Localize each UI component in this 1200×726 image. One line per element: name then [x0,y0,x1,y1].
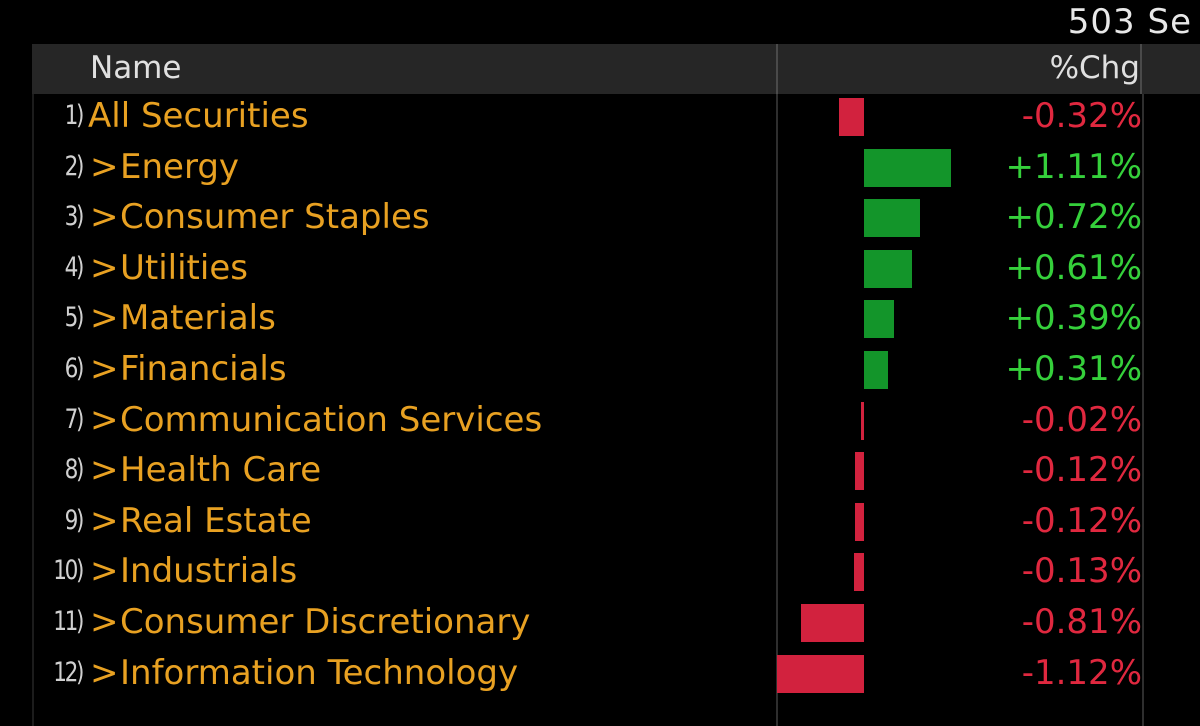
change-value: +0.31% [1005,349,1143,389]
sector-name: Health Care [120,450,322,491]
change-bar [864,148,951,187]
chevron-right-icon[interactable]: > [90,602,119,642]
change-value: -0.02% [1021,399,1142,440]
row-label[interactable]: >Industrials [90,551,297,591]
table-row[interactable]: 9) >Real Estate -0.12% [32,499,1142,549]
change-bar [864,199,921,238]
chevron-right-icon[interactable]: > [90,349,119,389]
change-bar [861,401,864,440]
change-value: +0.39% [1005,298,1143,339]
sector-name: Communication Services [120,399,543,440]
chevron-right-icon[interactable]: > [90,146,119,187]
chevron-right-icon[interactable]: > [90,298,119,339]
row-number: 11) [53,606,84,637]
row-label[interactable]: >Health Care [90,450,321,490]
table-row[interactable]: 2) >Energy +1.11% [32,145,1142,195]
change-bar [854,452,864,491]
change-bar [864,249,912,288]
chevron-right-icon[interactable]: > [90,247,119,288]
table-row[interactable]: 4) >Utilities +0.61% [32,246,1142,296]
row-number: 8) [64,454,85,486]
change-value: -0.13% [1021,551,1142,592]
chevron-right-icon[interactable]: > [90,652,119,693]
row-number: 12) [53,656,84,688]
sector-name: Industrials [120,551,298,592]
change-bar [776,654,864,693]
row-number: 2) [64,150,85,182]
row-label[interactable]: All Securities [88,96,309,136]
change-bar [839,98,864,136]
sector-name: All Securities [88,96,309,136]
table-row[interactable]: 6) >Financials +0.31% [32,347,1142,397]
change-value: -0.12% [1021,500,1142,541]
sector-name: Materials [120,298,276,339]
table-row[interactable]: 10) >Industrials -0.13% [32,549,1142,599]
chevron-right-icon[interactable]: > [90,399,119,440]
column-header-chg[interactable]: %Chg [1049,50,1140,86]
top-bar: 503 Se [0,0,1200,44]
column-divider [776,44,778,94]
sector-name: Energy [120,146,240,187]
change-value: -0.12% [1021,450,1142,491]
row-label[interactable]: >Materials [90,298,276,338]
change-bar [854,502,864,541]
change-value: -1.12% [1021,652,1142,693]
column-divider [1140,44,1142,94]
sector-name: Consumer Discretionary [120,602,531,642]
sector-name: Utilities [120,247,248,288]
chevron-right-icon[interactable]: > [90,450,119,491]
table-row[interactable]: 5) >Materials +0.39% [32,296,1142,346]
table-row[interactable]: 11) >Consumer Discretionary -0.81% [32,600,1142,650]
change-bar [864,300,895,339]
column-divider [776,94,778,726]
table-row[interactable]: 1) All Securities -0.32% [32,94,1142,144]
row-label[interactable]: >Information Technology [90,653,518,693]
row-label[interactable]: >Utilities [90,248,248,288]
row-number: 9) [64,504,85,536]
row-number: 4) [64,251,85,283]
row-label[interactable]: >Financials [90,349,287,389]
column-divider [1142,94,1144,726]
change-value: +1.11% [1005,146,1143,187]
change-value: -0.81% [1021,602,1142,642]
table-header: Name %Chg [32,44,1200,94]
security-count: 503 Se [1067,2,1192,42]
change-value: +0.61% [1005,247,1143,288]
panel-border [32,94,34,726]
table-row[interactable]: 3) >Consumer Staples +0.72% [32,195,1142,245]
chevron-right-icon[interactable]: > [90,197,119,238]
row-label[interactable]: >Consumer Staples [90,197,430,237]
row-number: 10) [53,555,84,587]
row-label[interactable]: >Energy [90,147,239,187]
change-bar [800,604,864,642]
row-label[interactable]: >Communication Services [90,400,542,440]
row-number: 1) [64,100,85,131]
sector-name: Consumer Staples [120,197,430,238]
row-number: 7) [64,403,85,435]
sector-name: Real Estate [120,500,312,541]
change-bar [853,553,864,592]
sector-name: Information Technology [120,652,519,693]
row-number: 5) [64,302,85,334]
table-row[interactable]: 7) >Communication Services -0.02% [32,398,1142,448]
row-label[interactable]: >Real Estate [90,501,312,541]
row-label[interactable]: >Consumer Discretionary [90,602,530,642]
row-number: 6) [64,353,85,384]
sector-table: Name %Chg 1) All Securities -0.32% 2) >Energ… [32,44,1200,726]
chevron-right-icon[interactable]: > [90,500,119,541]
table-row[interactable]: 12) >Information Technology -1.12% [32,651,1142,701]
column-header-name[interactable]: Name [90,50,182,86]
table-row[interactable]: 8) >Health Care -0.12% [32,448,1142,498]
chevron-right-icon[interactable]: > [90,551,119,592]
sector-name: Financials [120,349,287,389]
row-number: 3) [64,201,85,233]
change-value: -0.32% [1021,96,1142,136]
change-value: +0.72% [1005,197,1143,238]
change-bar [864,351,889,389]
